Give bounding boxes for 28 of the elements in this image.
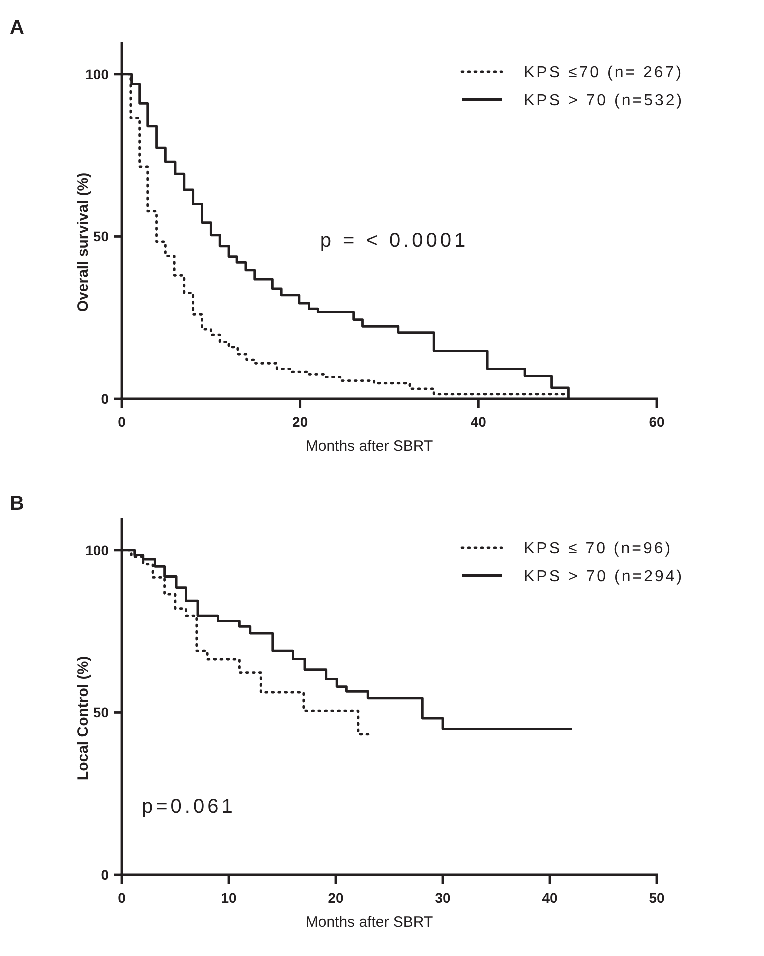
y-tick-label: 50 [93, 704, 110, 721]
x-tick-label: 40 [470, 414, 487, 430]
x-tick-label: 30 [435, 890, 451, 906]
y-tick-label: 100 [86, 66, 110, 82]
annotation: p=0.061 [142, 796, 236, 818]
y-axis-title: Overall survival (%) [75, 172, 92, 312]
x-tick-label: 10 [221, 890, 237, 906]
y-tick-label: 50 [93, 228, 110, 245]
legend-label: KPS > 70 (n=294) [524, 568, 684, 586]
x-tick-label: 20 [328, 890, 344, 906]
legend-label: KPS > 70 (n=532) [524, 92, 684, 110]
x-tick-label: 60 [649, 414, 665, 430]
x-axis-title: Months after SBRT [306, 914, 434, 931]
legend-label: KPS ≤ 70 (n=96) [524, 540, 673, 558]
legend-label: KPS ≤70 (n= 267) [524, 64, 684, 82]
x-tick-label: 20 [292, 414, 308, 430]
x-tick-label: 0 [118, 890, 126, 906]
y-tick-label: 0 [101, 390, 110, 407]
x-axis-title: Months after SBRT [306, 438, 434, 455]
y-axis-title: Local Control (%) [75, 656, 92, 781]
chart-title: B [10, 493, 24, 515]
x-tick-label: 40 [542, 890, 558, 906]
y-tick-label: 0 [101, 866, 110, 883]
y-tick-label: 100 [86, 542, 110, 558]
chart-title: A [10, 17, 24, 39]
x-tick-label: 0 [118, 414, 126, 430]
x-tick-label: 50 [649, 890, 665, 906]
annotation: p = < 0.0001 [320, 230, 469, 252]
